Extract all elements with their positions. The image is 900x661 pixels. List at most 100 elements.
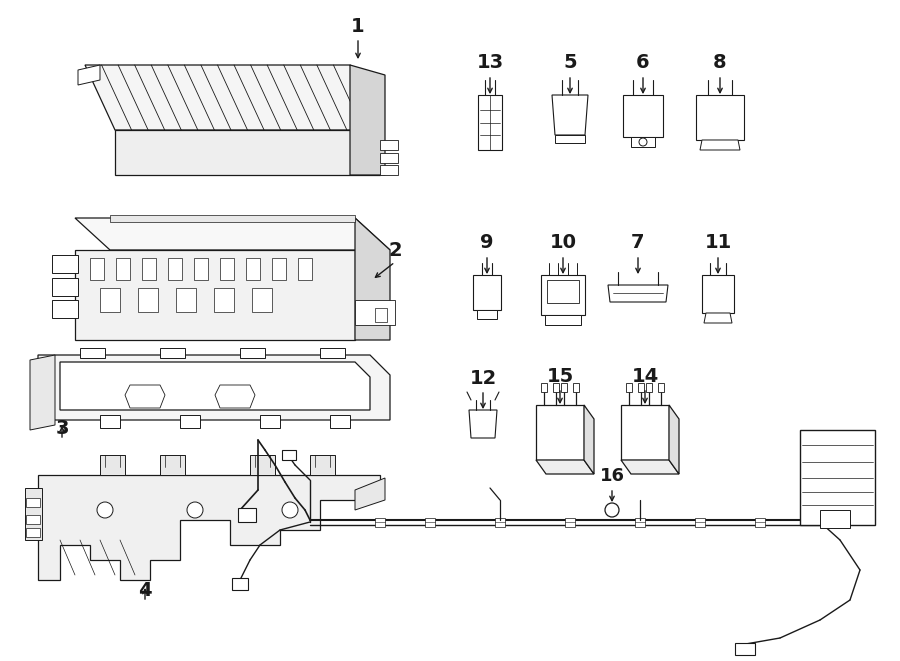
Polygon shape (30, 355, 55, 430)
Bar (176, 288, 196, 312)
Polygon shape (545, 315, 581, 325)
Polygon shape (330, 415, 350, 428)
Polygon shape (250, 455, 275, 475)
Polygon shape (700, 140, 740, 150)
Polygon shape (696, 95, 744, 140)
Polygon shape (110, 215, 355, 222)
Circle shape (282, 502, 298, 518)
Bar (541, 383, 547, 392)
Text: 15: 15 (546, 366, 573, 385)
Polygon shape (621, 460, 679, 474)
Polygon shape (240, 348, 265, 358)
Polygon shape (495, 518, 505, 527)
Text: 6: 6 (636, 54, 650, 73)
Bar (142, 258, 156, 280)
Text: 12: 12 (470, 368, 497, 387)
Bar (90, 258, 104, 280)
Polygon shape (755, 518, 765, 527)
Text: 1: 1 (351, 17, 364, 36)
Polygon shape (695, 518, 705, 527)
Bar (820, 510, 850, 528)
Polygon shape (536, 460, 594, 474)
Text: 16: 16 (599, 467, 625, 485)
Bar (380, 153, 398, 163)
Polygon shape (180, 415, 200, 428)
Bar (375, 308, 387, 322)
Polygon shape (160, 455, 185, 475)
Bar (214, 288, 234, 312)
Bar (626, 383, 632, 392)
Bar (272, 258, 286, 280)
Bar (573, 383, 579, 392)
Polygon shape (555, 135, 585, 143)
Polygon shape (375, 518, 385, 527)
Polygon shape (160, 348, 185, 358)
Text: 7: 7 (631, 233, 644, 253)
Polygon shape (100, 415, 120, 428)
Bar (735, 643, 755, 655)
Polygon shape (425, 518, 435, 527)
Bar (238, 508, 256, 522)
Polygon shape (477, 310, 497, 319)
Bar (116, 258, 130, 280)
Circle shape (639, 138, 647, 146)
Polygon shape (125, 385, 165, 408)
Text: 5: 5 (563, 54, 577, 73)
Polygon shape (350, 65, 385, 175)
Circle shape (605, 503, 619, 517)
Bar (252, 288, 272, 312)
Polygon shape (355, 218, 390, 340)
Polygon shape (541, 275, 585, 315)
Bar (26, 528, 40, 537)
Text: 10: 10 (550, 233, 577, 253)
Polygon shape (473, 275, 501, 310)
Bar (246, 258, 260, 280)
Polygon shape (547, 280, 579, 303)
Circle shape (187, 502, 203, 518)
Polygon shape (702, 275, 734, 313)
Text: 13: 13 (476, 54, 504, 73)
Polygon shape (536, 405, 584, 460)
Polygon shape (584, 405, 594, 474)
Text: 9: 9 (481, 233, 494, 253)
Bar (100, 288, 120, 312)
Polygon shape (355, 478, 385, 510)
Polygon shape (100, 455, 125, 475)
Bar (638, 383, 644, 392)
Bar (26, 515, 40, 524)
Polygon shape (565, 518, 575, 527)
Circle shape (97, 502, 113, 518)
Bar (282, 450, 296, 460)
Polygon shape (60, 362, 370, 410)
Polygon shape (669, 405, 679, 474)
Polygon shape (635, 518, 645, 527)
Polygon shape (52, 300, 78, 318)
Bar (658, 383, 664, 392)
Polygon shape (75, 250, 355, 340)
Text: 2: 2 (388, 241, 401, 260)
Bar (298, 258, 312, 280)
Polygon shape (25, 488, 42, 540)
Polygon shape (552, 95, 588, 135)
Bar (220, 258, 234, 280)
Bar (168, 258, 182, 280)
Polygon shape (80, 348, 105, 358)
Bar (138, 288, 158, 312)
Polygon shape (469, 410, 497, 438)
Text: 14: 14 (632, 366, 659, 385)
Polygon shape (52, 255, 78, 273)
Polygon shape (478, 95, 502, 150)
Polygon shape (621, 405, 669, 460)
Polygon shape (38, 475, 380, 580)
Text: 11: 11 (705, 233, 732, 253)
Polygon shape (608, 285, 668, 302)
Bar (194, 258, 208, 280)
Polygon shape (355, 300, 395, 325)
Polygon shape (38, 355, 390, 420)
Polygon shape (52, 278, 78, 296)
Polygon shape (75, 218, 390, 250)
Polygon shape (115, 130, 380, 175)
Bar (800, 430, 875, 525)
Text: 3: 3 (55, 418, 68, 438)
Bar (26, 498, 40, 507)
